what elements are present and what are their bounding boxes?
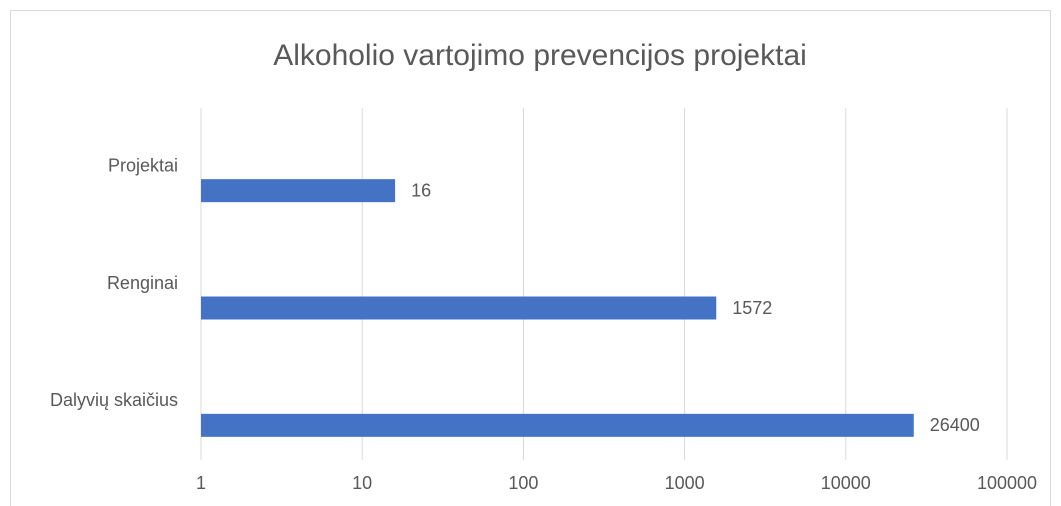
x-tick-label: 100	[508, 473, 538, 493]
bar	[201, 413, 914, 437]
y-tick-label: Projektai	[108, 155, 178, 175]
x-tick-label: 1000	[665, 473, 705, 493]
bar	[201, 179, 396, 203]
y-tick-label: Renginai	[107, 273, 178, 293]
y-tick-label: Dalyvių skaičius	[50, 390, 178, 410]
chart-title: Alkoholio vartojimo prevencijos projekta…	[273, 39, 807, 72]
x-tick-label: 10	[352, 473, 372, 493]
data-label: 26400	[930, 415, 980, 435]
bar	[201, 296, 717, 320]
data-label: 1572	[732, 298, 772, 318]
x-tick-label: 100000	[977, 473, 1037, 493]
x-tick-label: 1	[196, 473, 206, 493]
data-label: 16	[411, 180, 431, 200]
x-tick-label: 10000	[821, 473, 871, 493]
